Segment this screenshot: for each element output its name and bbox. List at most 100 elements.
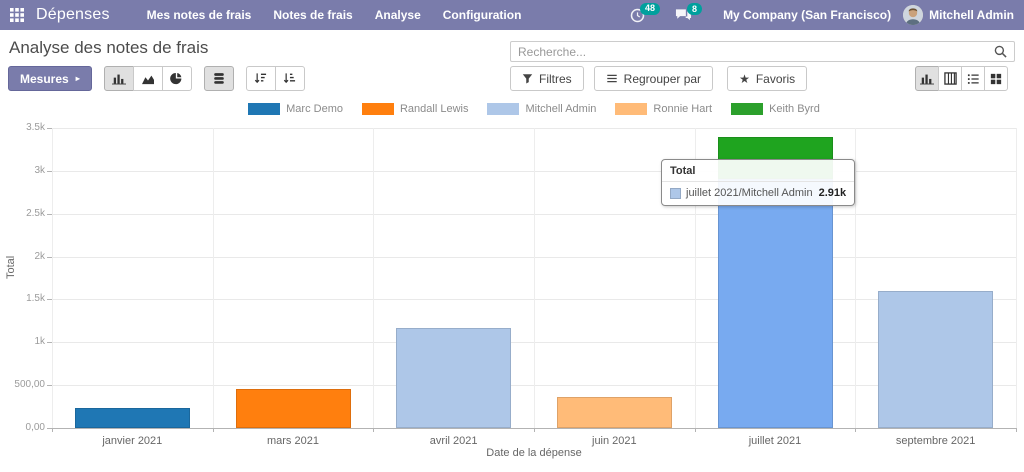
user-avatar[interactable] bbox=[903, 5, 924, 25]
legend-item-randall-lewis[interactable]: Randall Lewis bbox=[361, 103, 469, 115]
legend-item-keith-byrd[interactable]: Keith Byrd bbox=[731, 103, 820, 115]
favorites-button[interactable]: ★ Favoris bbox=[727, 66, 808, 91]
legend-swatch bbox=[615, 103, 648, 115]
bar-segment-mitchell-admin[interactable] bbox=[878, 290, 994, 428]
y-tick-mark bbox=[47, 428, 52, 429]
bar-segment-ronnie-hart[interactable] bbox=[556, 397, 672, 428]
legend-item-ronnie-hart[interactable]: Ronnie Hart bbox=[615, 103, 712, 115]
view-kanban-button[interactable] bbox=[984, 66, 1008, 91]
x-tick-mark bbox=[52, 428, 53, 432]
sort-button-group bbox=[245, 66, 305, 91]
y-tick-label: 0,00 bbox=[25, 422, 45, 433]
x-tick-label: janvier 2021 bbox=[102, 435, 163, 447]
app-brand[interactable]: Dépenses bbox=[36, 6, 110, 23]
legend-item-marc-demo[interactable]: Marc Demo bbox=[248, 103, 343, 115]
pivot-icon bbox=[943, 72, 957, 85]
gridline-x bbox=[1016, 128, 1017, 428]
x-axis-title: Date de la dépense bbox=[486, 447, 582, 459]
graph-icon bbox=[920, 72, 934, 85]
x-tick-label: septembre 2021 bbox=[895, 435, 976, 447]
search-input[interactable] bbox=[511, 44, 994, 59]
y-tick-label: 3.5k bbox=[26, 122, 45, 133]
pie-chart-icon bbox=[170, 72, 183, 85]
graph-stacked-button[interactable] bbox=[203, 66, 234, 91]
chart-tooltip: Total juillet 2021/Mitchell Admin 2.91k bbox=[661, 159, 856, 206]
x-tick-label: juin 2021 bbox=[592, 435, 637, 447]
x-tick-label: juillet 2021 bbox=[748, 435, 802, 447]
nav-item-analyse[interactable]: Analyse bbox=[374, 8, 421, 22]
groupby-button[interactable]: Regrouper par bbox=[593, 66, 714, 91]
tooltip-header: Total bbox=[662, 160, 855, 182]
nav-menu: Mes notes de frais Notes de frais Analyse C… bbox=[136, 0, 533, 30]
gridline-x bbox=[52, 128, 53, 428]
x-tick-mark bbox=[855, 428, 856, 432]
legend-label: Randall Lewis bbox=[399, 103, 469, 115]
graph-sort-desc-button[interactable] bbox=[245, 66, 276, 91]
gridline-x bbox=[534, 128, 535, 428]
legend-swatch bbox=[361, 103, 394, 115]
bar-segment-mitchell-admin[interactable] bbox=[396, 327, 512, 428]
view-list-button[interactable] bbox=[961, 66, 985, 91]
chart-type-bar-chart-button[interactable] bbox=[103, 66, 134, 91]
messages-button[interactable]: 8 bbox=[675, 3, 707, 22]
filters-label: Filtres bbox=[539, 71, 572, 86]
gridline-x bbox=[855, 128, 856, 428]
caret-right-icon: ▸ bbox=[75, 73, 80, 83]
legend-swatch bbox=[731, 103, 764, 115]
tooltip-row: juillet 2021/Mitchell Admin 2.91k bbox=[662, 182, 854, 205]
control-panel-row-2: Mesures ▸ Filtres Regrouper par ★ Favori… bbox=[0, 64, 1024, 96]
nav-item-notes-de-frais[interactable]: Notes de frais bbox=[273, 8, 353, 22]
group-by-icon bbox=[606, 74, 617, 83]
activities-button[interactable]: 48 bbox=[630, 2, 665, 23]
bar-chart-icon bbox=[111, 72, 126, 85]
legend-label: Ronnie Hart bbox=[653, 103, 713, 115]
filters-button[interactable]: Filtres bbox=[510, 66, 584, 91]
activity-count-badge: 48 bbox=[640, 2, 661, 15]
x-tick-mark bbox=[695, 428, 696, 432]
chart-plot-area: 0,00 500,00 1k 1.5k 2k 2.5k 3k 3.5k janvier 2021… bbox=[14, 122, 1017, 447]
y-tick-label: 2k bbox=[34, 250, 45, 262]
view-graph-button[interactable] bbox=[915, 66, 939, 91]
kanban-icon bbox=[990, 73, 1002, 85]
clock-icon bbox=[630, 8, 645, 22]
favorites-label: Favoris bbox=[755, 71, 796, 86]
measures-label: Mesures bbox=[20, 71, 69, 86]
view-pivot-button[interactable] bbox=[938, 66, 962, 91]
graph-sort-asc-button[interactable] bbox=[274, 66, 305, 91]
tooltip-label: juillet 2021/Mitchell Admin bbox=[686, 187, 813, 199]
stacked-icon bbox=[213, 72, 225, 85]
y-tick-label: 3k bbox=[34, 164, 45, 176]
y-tick-label: 1k bbox=[34, 336, 45, 348]
filter-icon bbox=[522, 73, 533, 84]
y-tick-mark bbox=[47, 385, 52, 387]
x-tick-mark bbox=[373, 428, 374, 432]
nav-item-mes-notes-de-frais[interactable]: Mes notes de frais bbox=[146, 8, 252, 22]
gridline-x bbox=[695, 128, 696, 428]
y-tick-mark bbox=[47, 299, 52, 301]
chart-legend: Marc Demo Randall Lewis Mitchell Admin Ronn… bbox=[52, 103, 1016, 115]
y-tick-mark bbox=[47, 213, 52, 215]
search-box bbox=[510, 41, 1015, 62]
nav-right-section: 48 8 My Company (San Francisco) Mitchell… bbox=[630, 2, 1024, 25]
nav-item-configuration[interactable]: Configuration bbox=[442, 8, 522, 22]
user-menu[interactable]: Mitchell Admin bbox=[929, 8, 1014, 22]
search-icon[interactable] bbox=[994, 45, 1007, 58]
legend-item-mitchell-admin[interactable]: Mitchell Admin bbox=[487, 103, 596, 115]
y-tick-label: 1.5k bbox=[26, 293, 45, 305]
bar-segment-mitchell-admin[interactable] bbox=[717, 178, 833, 428]
company-switcher[interactable]: My Company (San Francisco) bbox=[723, 8, 892, 22]
bar-segment-marc-demo[interactable] bbox=[74, 408, 190, 428]
bar-segment-randall-lewis[interactable] bbox=[235, 389, 351, 428]
apps-grid-icon[interactable] bbox=[10, 8, 24, 22]
gridline-x bbox=[373, 128, 374, 428]
legend-label: Keith Byrd bbox=[769, 103, 820, 115]
legend-label: Mitchell Admin bbox=[525, 103, 597, 115]
tooltip-value: 2.91k bbox=[818, 187, 847, 199]
top-navbar: Dépenses Mes notes de frais Notes de frai… bbox=[0, 0, 1024, 30]
y-tick-mark bbox=[47, 170, 52, 172]
chart-type-pie-chart-button[interactable] bbox=[161, 66, 192, 91]
legend-swatch bbox=[248, 103, 281, 115]
measures-button[interactable]: Mesures ▸ bbox=[8, 66, 92, 91]
message-count-badge: 8 bbox=[687, 3, 703, 15]
chart-type-line-chart-button[interactable] bbox=[132, 66, 163, 91]
